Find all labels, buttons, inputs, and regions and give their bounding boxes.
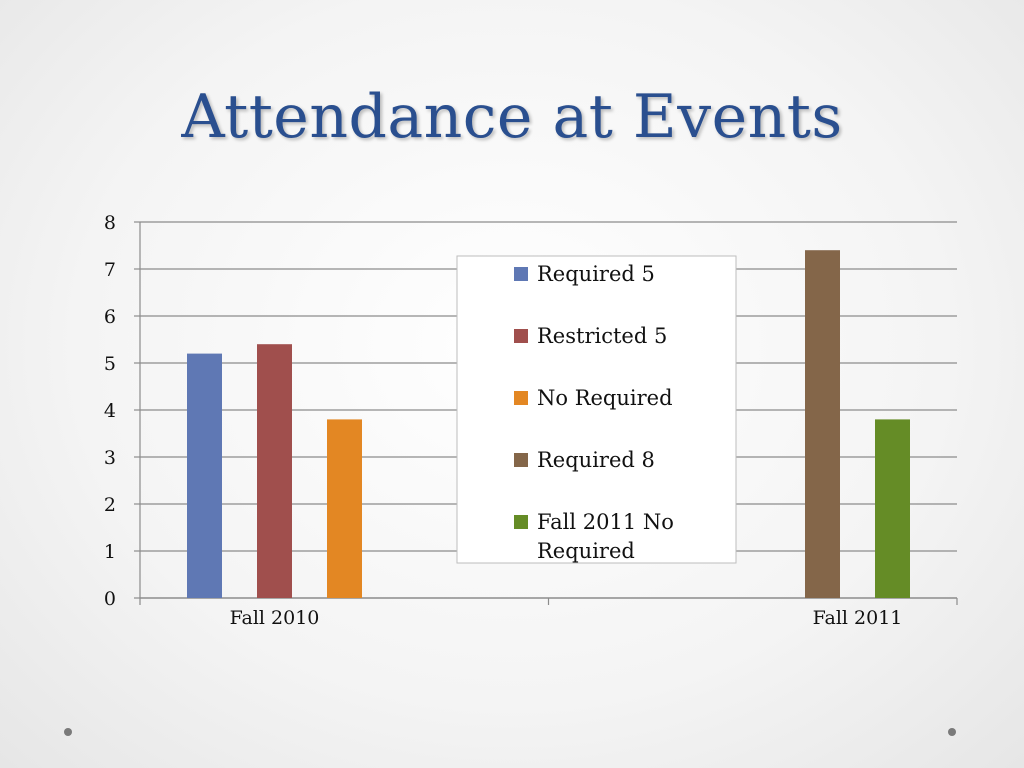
y-axis: 0 1 2 3 4 5 6 7 8	[104, 212, 141, 610]
bar-restricted-5	[257, 344, 292, 598]
legend: Required 5 Restricted 5 No Required Require…	[456, 255, 737, 564]
legend-swatch	[514, 391, 528, 405]
y-tick-label: 8	[104, 212, 116, 234]
legend-label: No Required	[537, 386, 673, 410]
y-tick-label: 6	[104, 306, 116, 328]
bar-fall-2011-no-required	[875, 419, 910, 598]
slide-decoration-dot-right	[948, 728, 956, 736]
legend-label: Required 5	[537, 262, 655, 286]
x-category-label: Fall 2011	[813, 607, 903, 629]
legend-label: Restricted 5	[537, 324, 667, 348]
y-tick-label: 2	[104, 494, 116, 516]
bar-required-5	[187, 353, 222, 598]
legend-label: Required 8	[537, 448, 655, 472]
legend-swatch	[514, 453, 528, 467]
y-tick-label: 0	[104, 588, 116, 610]
bars	[187, 250, 910, 598]
legend-swatch	[514, 515, 528, 529]
legend-swatch	[514, 267, 528, 281]
x-axis: Fall 2010 Fall 2011	[139, 597, 958, 629]
legend-label: Required	[537, 539, 635, 563]
y-tick-label: 3	[104, 447, 116, 469]
slide-title: Attendance at Events	[181, 82, 843, 152]
x-category-label: Fall 2010	[230, 607, 320, 629]
y-tick-label: 5	[104, 353, 116, 375]
slide-decoration-dot-left	[64, 728, 72, 736]
y-tick-label: 7	[104, 259, 116, 281]
bar-required-8	[805, 250, 840, 598]
y-tick-label: 1	[104, 541, 116, 563]
y-tick-label: 4	[104, 400, 116, 422]
legend-swatch	[514, 329, 528, 343]
legend-box	[456, 255, 737, 564]
bar-no-required	[327, 419, 362, 598]
legend-label: Fall 2011 No	[537, 510, 674, 534]
